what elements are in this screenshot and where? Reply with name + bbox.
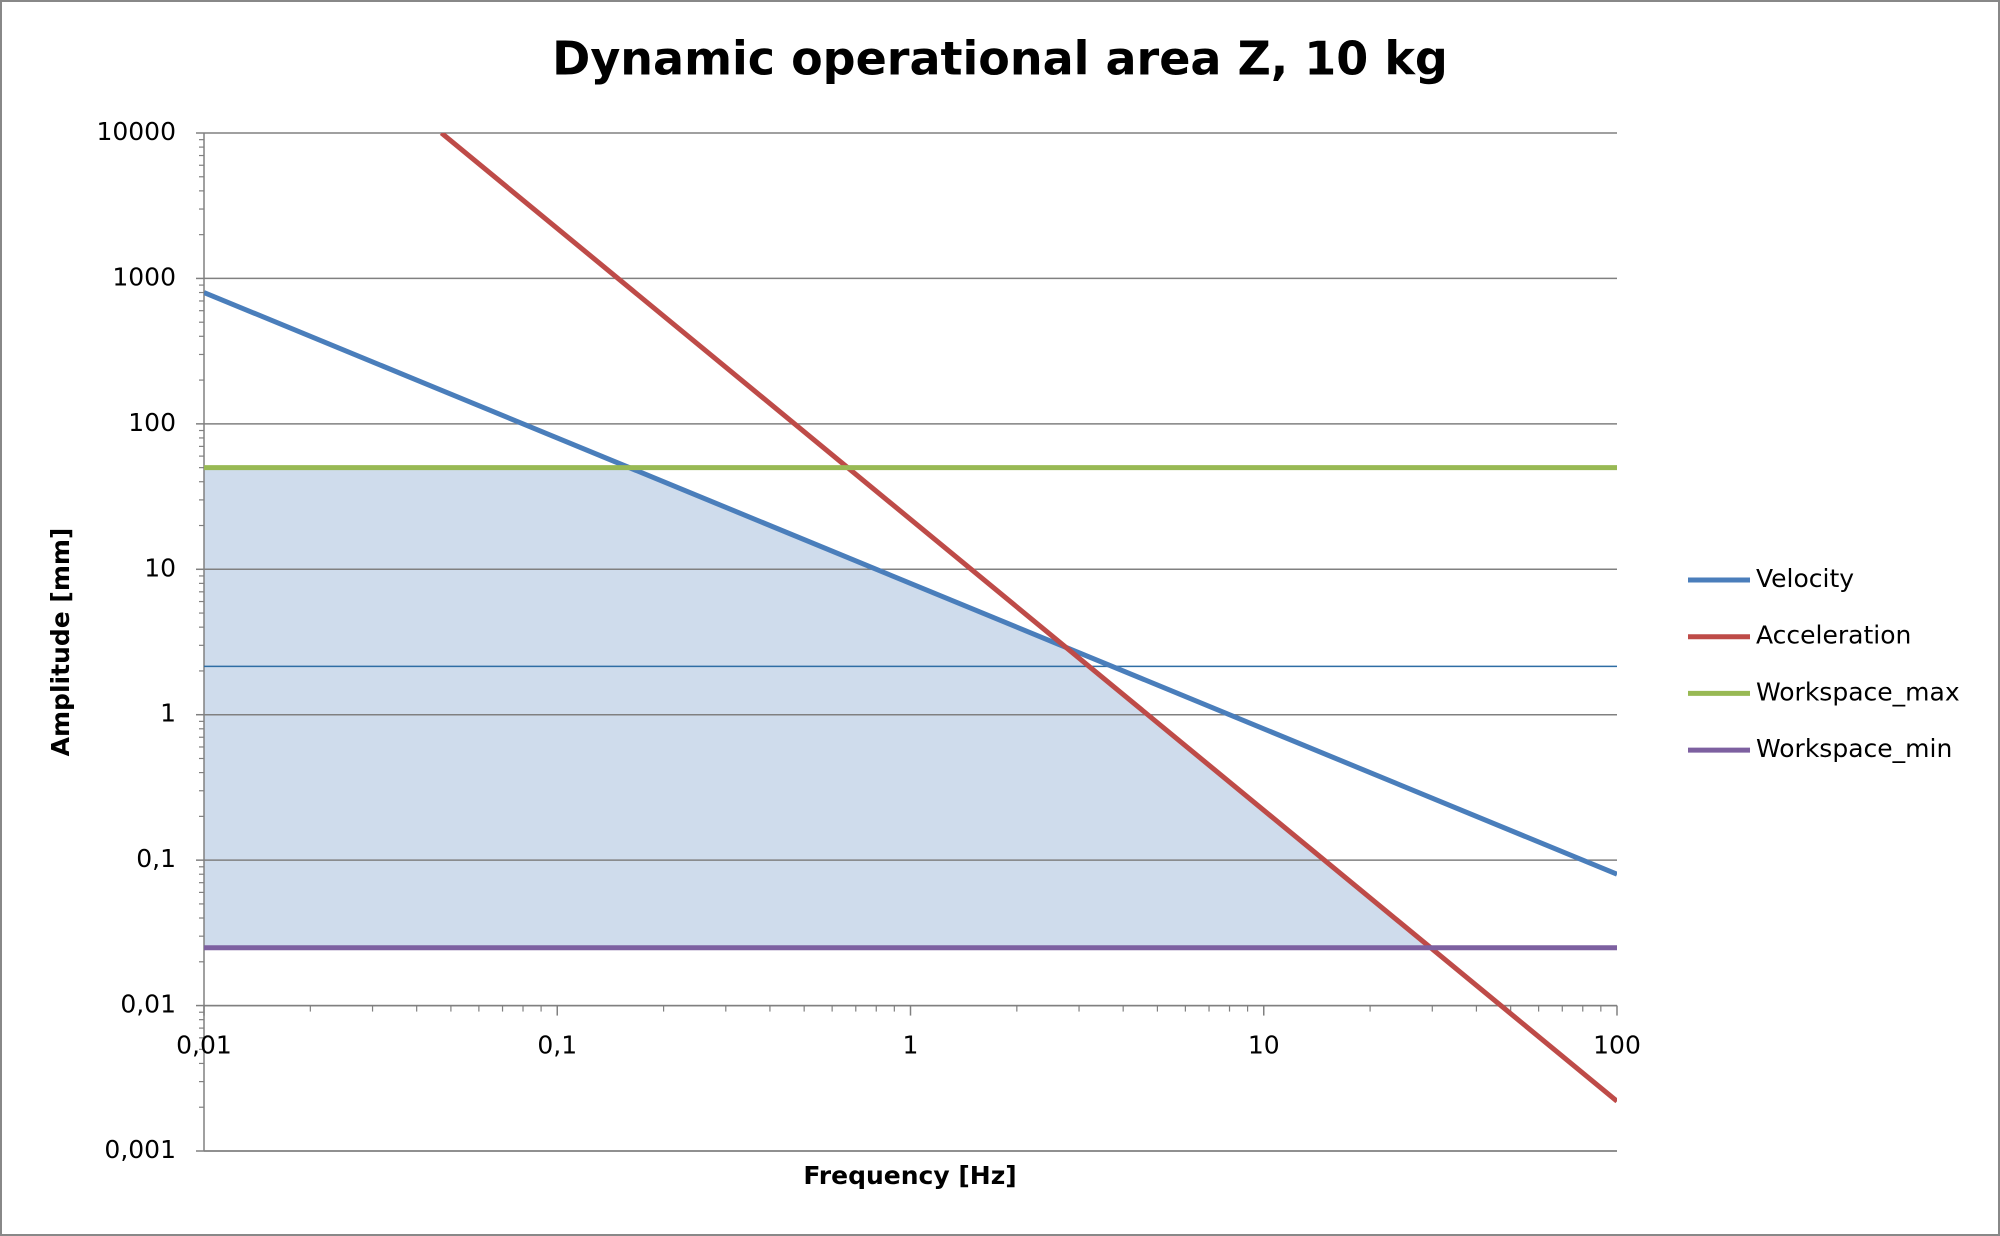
- chart-title: Dynamic operational area Z, 10 kg: [552, 32, 1448, 86]
- operational-area: [204, 467, 1429, 948]
- y-tick-label: 1000: [112, 262, 176, 291]
- legend-label: Workspace_max: [1756, 677, 1960, 706]
- legend-label: Acceleration: [1756, 621, 1911, 650]
- y-tick-label: 0,01: [120, 990, 176, 1019]
- series-line: [204, 290, 1617, 877]
- series-line: [439, 133, 1617, 1104]
- x-axis-title: Frequency [Hz]: [803, 1161, 1016, 1190]
- legend-label: Workspace_min: [1756, 734, 1952, 763]
- x-tick-label: 0,01: [176, 1031, 232, 1060]
- y-tick-label: 0,001: [104, 1135, 176, 1164]
- y-tick-label: 10: [144, 553, 176, 582]
- x-tick-label: 1: [903, 1031, 919, 1060]
- legend-label: Velocity: [1756, 564, 1854, 593]
- y-tick-label: 1: [160, 699, 176, 728]
- y-tick-label: 100: [128, 408, 176, 437]
- y-axis-title: Amplitude [mm]: [46, 528, 75, 757]
- y-tick-label: 10000: [96, 117, 176, 146]
- x-tick-label: 0,1: [537, 1031, 577, 1060]
- x-tick-label: 10: [1248, 1031, 1280, 1060]
- y-tick-label: 0,1: [136, 844, 176, 873]
- x-tick-label: 100: [1593, 1031, 1641, 1060]
